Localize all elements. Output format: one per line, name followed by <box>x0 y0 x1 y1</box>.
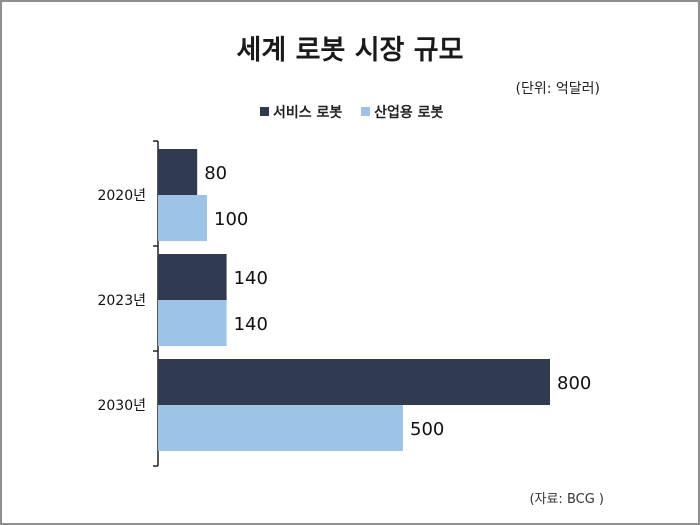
legend-swatch-industrial <box>361 107 371 116</box>
bar <box>158 254 227 300</box>
legend-item-service: 서비스 로봇 <box>260 102 342 122</box>
data-label: 80 <box>204 163 227 184</box>
category-label: 2030년 <box>97 398 146 414</box>
source-note: (자료: BCG ) <box>529 492 604 507</box>
bar <box>158 195 207 241</box>
category-label: 2023년 <box>97 293 146 309</box>
bar <box>158 149 198 195</box>
legend-label-service: 서비스 로봇 <box>273 105 343 121</box>
bar <box>158 300 227 346</box>
legend-label-industrial: 산업용 로봇 <box>374 105 444 121</box>
bar <box>158 405 403 451</box>
data-label: 500 <box>410 419 444 440</box>
data-label: 140 <box>234 268 268 289</box>
data-label: 140 <box>234 314 268 335</box>
data-label: 800 <box>557 373 591 394</box>
unit-note: (단위: 억달러) <box>515 81 601 97</box>
bar <box>158 359 550 405</box>
category-label: 2020년 <box>97 188 146 204</box>
data-label: 100 <box>214 209 248 230</box>
legend-swatch-service <box>260 107 269 116</box>
chart-title: 세계 로봇 시장 규모 <box>236 35 464 66</box>
legend: 서비스 로봇 산업용 로봇 <box>260 102 457 122</box>
legend-item-industrial: 산업용 로봇 <box>361 102 443 122</box>
